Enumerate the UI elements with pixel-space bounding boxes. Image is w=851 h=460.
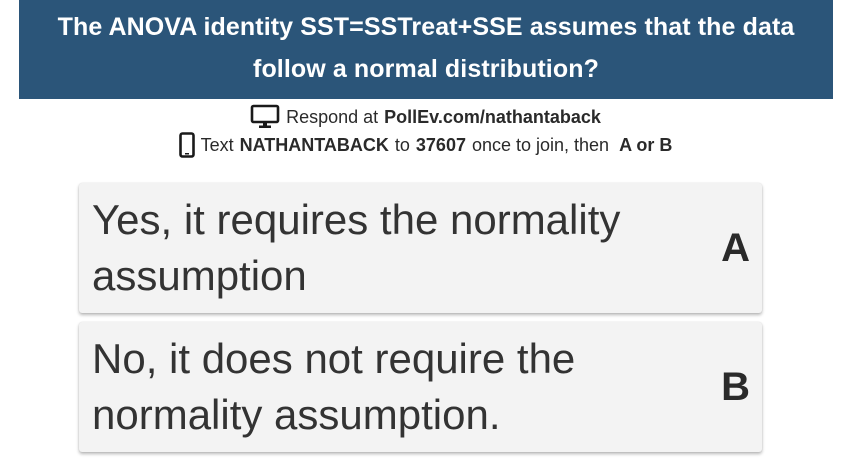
monitor-icon xyxy=(250,104,280,130)
poll-url-link[interactable]: PollEv.com/nathantaback xyxy=(384,106,601,127)
option-b-text: No, it does not require the normality as… xyxy=(92,335,576,438)
sms-to: to xyxy=(394,134,410,155)
option-a-letter: A xyxy=(721,225,750,270)
option-a-text: Yes, it requires the normality assumptio… xyxy=(92,196,621,299)
question-header: The ANOVA identity SST=SSTreat+SSE assum… xyxy=(19,0,833,99)
question-text: The ANOVA identity SST=SSTreat+SSE assum… xyxy=(57,12,795,83)
sms-suffix: once to join, then xyxy=(471,134,610,155)
web-instruction-prefix: Respond at xyxy=(286,106,379,127)
phone-icon xyxy=(178,132,195,158)
sms-choices: A or B xyxy=(619,134,673,155)
option-b[interactable]: No, it does not require the normality as… xyxy=(79,322,762,452)
sms-prefix: Text xyxy=(200,134,234,155)
web-instruction: Respond at PollEv.com/nathantaback xyxy=(0,103,851,131)
sms-instruction: Text NATHANTABACK to 37607 once to join,… xyxy=(0,131,851,159)
response-instructions: Respond at PollEv.com/nathantaback Text … xyxy=(0,103,851,159)
sms-number: 37607 xyxy=(415,134,466,155)
option-a[interactable]: Yes, it requires the normality assumptio… xyxy=(79,183,762,313)
option-b-letter: B xyxy=(721,364,750,409)
sms-keyword: NATHANTABACK xyxy=(239,134,389,155)
